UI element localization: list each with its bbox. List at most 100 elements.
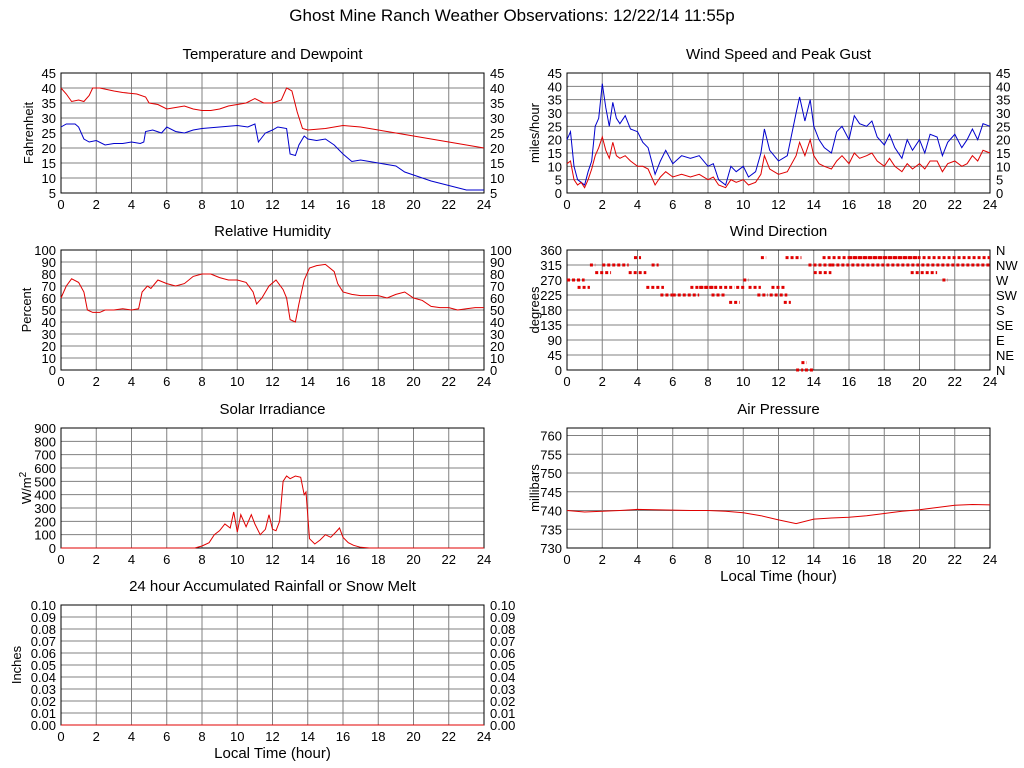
y-tick-label: 300	[34, 501, 56, 516]
x-tick-label: 18	[877, 197, 891, 212]
y-tick-label: 0	[49, 363, 56, 378]
y-tick-label: 315	[540, 258, 562, 273]
x-tick-label: 20	[912, 552, 926, 567]
y-axis-label: millibars	[527, 464, 542, 512]
right-tick-label: 80	[490, 267, 504, 282]
y-tick-label: 50	[42, 303, 56, 318]
right-tick-label: 35	[490, 96, 504, 111]
x-tick-label: 12	[265, 197, 279, 212]
x-tick-label: 18	[371, 197, 385, 212]
x-tick-label: 12	[265, 729, 279, 744]
y-tick-label: 0.03	[31, 682, 56, 697]
x-tick-label: 10	[736, 374, 750, 389]
x-tick-label: 6	[669, 552, 676, 567]
right-tick-label: 50	[490, 303, 504, 318]
x-tick-label: 4	[634, 552, 641, 567]
x-tick-label: 22	[948, 374, 962, 389]
y-tick-label: 40	[42, 315, 56, 330]
x-tick-label: 4	[128, 374, 135, 389]
x-tick-label: 0	[57, 552, 64, 567]
y-tick-label: 0.10	[31, 598, 56, 613]
right-tick-label: 40	[490, 81, 504, 96]
y-tick-label: 10	[42, 351, 56, 366]
right-tick-label: 0.02	[490, 694, 515, 709]
y-tick-label: 755	[540, 447, 562, 462]
y-tick-label: 40	[42, 81, 56, 96]
right-tick-label: 25	[996, 119, 1010, 134]
right-tick-label: NW	[996, 258, 1018, 273]
x-tick-label: 0	[57, 729, 64, 744]
right-tick-label: 20	[490, 339, 504, 354]
x-tick-label: 2	[93, 729, 100, 744]
right-tick-label: 0.10	[490, 598, 515, 613]
y-tick-label: 735	[540, 522, 562, 537]
y-tick-label: 0.02	[31, 694, 56, 709]
right-tick-label: 30	[490, 111, 504, 126]
x-tick-label: 6	[163, 552, 170, 567]
right-tick-label: SW	[996, 288, 1018, 303]
x-tick-label: 6	[163, 197, 170, 212]
right-tick-label: 25	[490, 126, 504, 141]
x-tick-label: 16	[336, 729, 350, 744]
humidity-frame	[60, 249, 485, 371]
right-tick-label: 15	[490, 156, 504, 171]
right-tick-label: 0.03	[490, 682, 515, 697]
y-tick-label: 15	[548, 146, 562, 161]
right-tick-label: 0.05	[490, 658, 515, 673]
x-axis-label: Local Time (hour)	[720, 568, 837, 585]
x-tick-label: 4	[634, 197, 641, 212]
x-tick-label: 14	[301, 197, 315, 212]
wind_speed-title: Wind Speed and Peak Gust	[686, 46, 872, 63]
pressure-frame	[566, 427, 991, 549]
y-tick-label: 70	[42, 279, 56, 294]
right-tick-label: 30	[996, 106, 1010, 121]
y-tick-label: 5	[49, 186, 56, 201]
x-tick-label: 14	[807, 374, 821, 389]
x-tick-label: 2	[93, 552, 100, 567]
right-tick-label: 30	[490, 327, 504, 342]
wind_dir-frame	[566, 249, 991, 371]
x-tick-label: 22	[442, 552, 456, 567]
y-tick-label: 600	[34, 461, 56, 476]
y-tick-label: 25	[548, 119, 562, 134]
y-tick-label: 180	[540, 303, 562, 318]
x-tick-label: 2	[93, 374, 100, 389]
y-tick-label: 10	[548, 159, 562, 174]
x-tick-label: 4	[634, 374, 641, 389]
x-tick-label: 0	[563, 374, 570, 389]
y-axis-label: miles/hour	[527, 102, 542, 163]
x-tick-label: 12	[265, 552, 279, 567]
x-tick-label: 10	[230, 374, 244, 389]
right-tick-label: 10	[996, 159, 1010, 174]
temp-series-0	[60, 87, 485, 149]
right-tick-label: SE	[996, 318, 1014, 333]
x-tick-label: 14	[301, 729, 315, 744]
rain-title: 24 hour Accumulated Rainfall or Snow Mel…	[129, 578, 417, 595]
right-tick-label: N	[996, 363, 1005, 378]
y-tick-label: 45	[42, 66, 56, 81]
right-tick-label: 10	[490, 351, 504, 366]
x-tick-label: 0	[563, 552, 570, 567]
y-tick-label: 0	[49, 541, 56, 556]
y-tick-label: 270	[540, 273, 562, 288]
x-tick-label: 8	[198, 197, 205, 212]
x-tick-label: 22	[948, 552, 962, 567]
x-tick-label: 18	[371, 729, 385, 744]
right-tick-label: 10	[490, 171, 504, 186]
x-tick-label: 10	[230, 729, 244, 744]
y-tick-label: 0.09	[31, 610, 56, 625]
x-tick-label: 6	[163, 729, 170, 744]
x-tick-label: 16	[842, 374, 856, 389]
y-tick-label: 5	[555, 173, 562, 188]
y-tick-label: 30	[42, 111, 56, 126]
right-tick-label: 100	[490, 243, 512, 258]
y-tick-label: 750	[540, 466, 562, 481]
x-tick-label: 22	[442, 374, 456, 389]
x-tick-label: 16	[336, 374, 350, 389]
y-tick-label: 225	[540, 288, 562, 303]
